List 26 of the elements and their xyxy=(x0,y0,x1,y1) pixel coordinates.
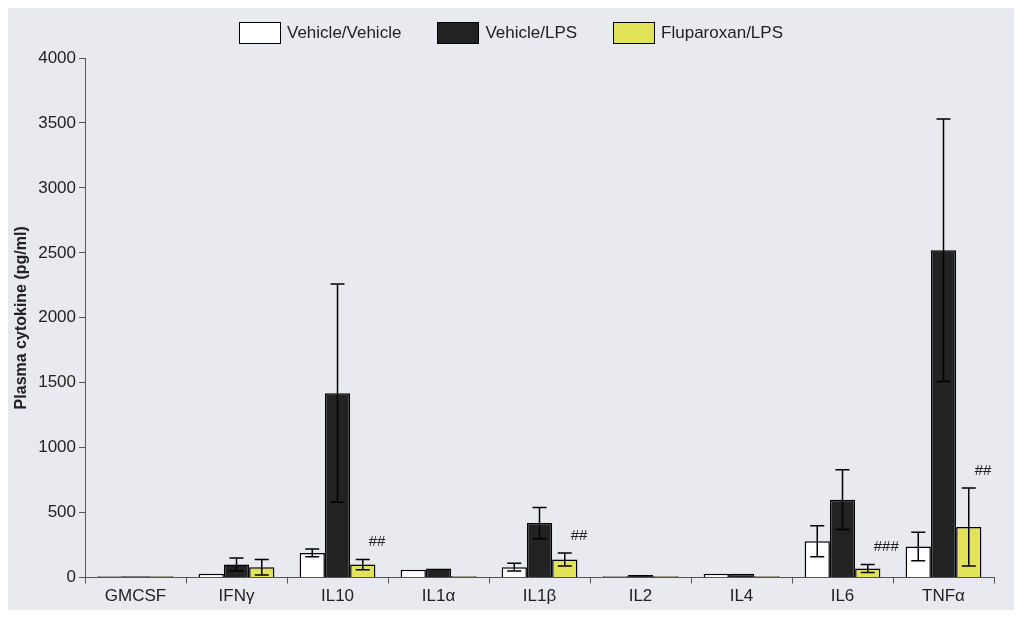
y-tick-label: 3500 xyxy=(38,112,77,132)
x-tick-label: IL6 xyxy=(830,586,855,606)
y-tick-label: 2000 xyxy=(38,307,77,327)
legend-label: Fluparoxan/LPS xyxy=(661,23,783,43)
y-tick-label: 4000 xyxy=(38,47,77,67)
legend-label: Vehicle/LPS xyxy=(485,23,578,43)
x-tick-label: GMCSF xyxy=(104,586,167,606)
y-tick-label: 0 xyxy=(66,567,77,587)
x-tick-label: TNFα xyxy=(922,586,966,606)
x-tick-label: IFNγ xyxy=(218,586,255,606)
y-tick-label: 500 xyxy=(47,502,77,522)
x-tick-label: IL1β xyxy=(522,586,557,606)
y-tick-label: 3000 xyxy=(38,177,77,197)
annotation: ## xyxy=(368,532,387,550)
y-tick-label: 1000 xyxy=(38,437,77,457)
y-tick-label: 2500 xyxy=(38,242,77,262)
annotation: ## xyxy=(974,460,993,478)
annotation: ## xyxy=(570,525,589,543)
x-tick-label: IL10 xyxy=(320,586,355,606)
x-tick-label: IL4 xyxy=(729,586,754,606)
y-tick-label: 1500 xyxy=(38,372,77,392)
annotation: ### xyxy=(873,537,900,555)
y-axis-title: Plasma cytokine (pg/ml) xyxy=(12,226,30,410)
legend-label: Vehicle/Vehicle xyxy=(287,23,402,43)
x-tick-label: IL1α xyxy=(421,586,456,606)
x-tick-label: IL2 xyxy=(628,586,653,606)
